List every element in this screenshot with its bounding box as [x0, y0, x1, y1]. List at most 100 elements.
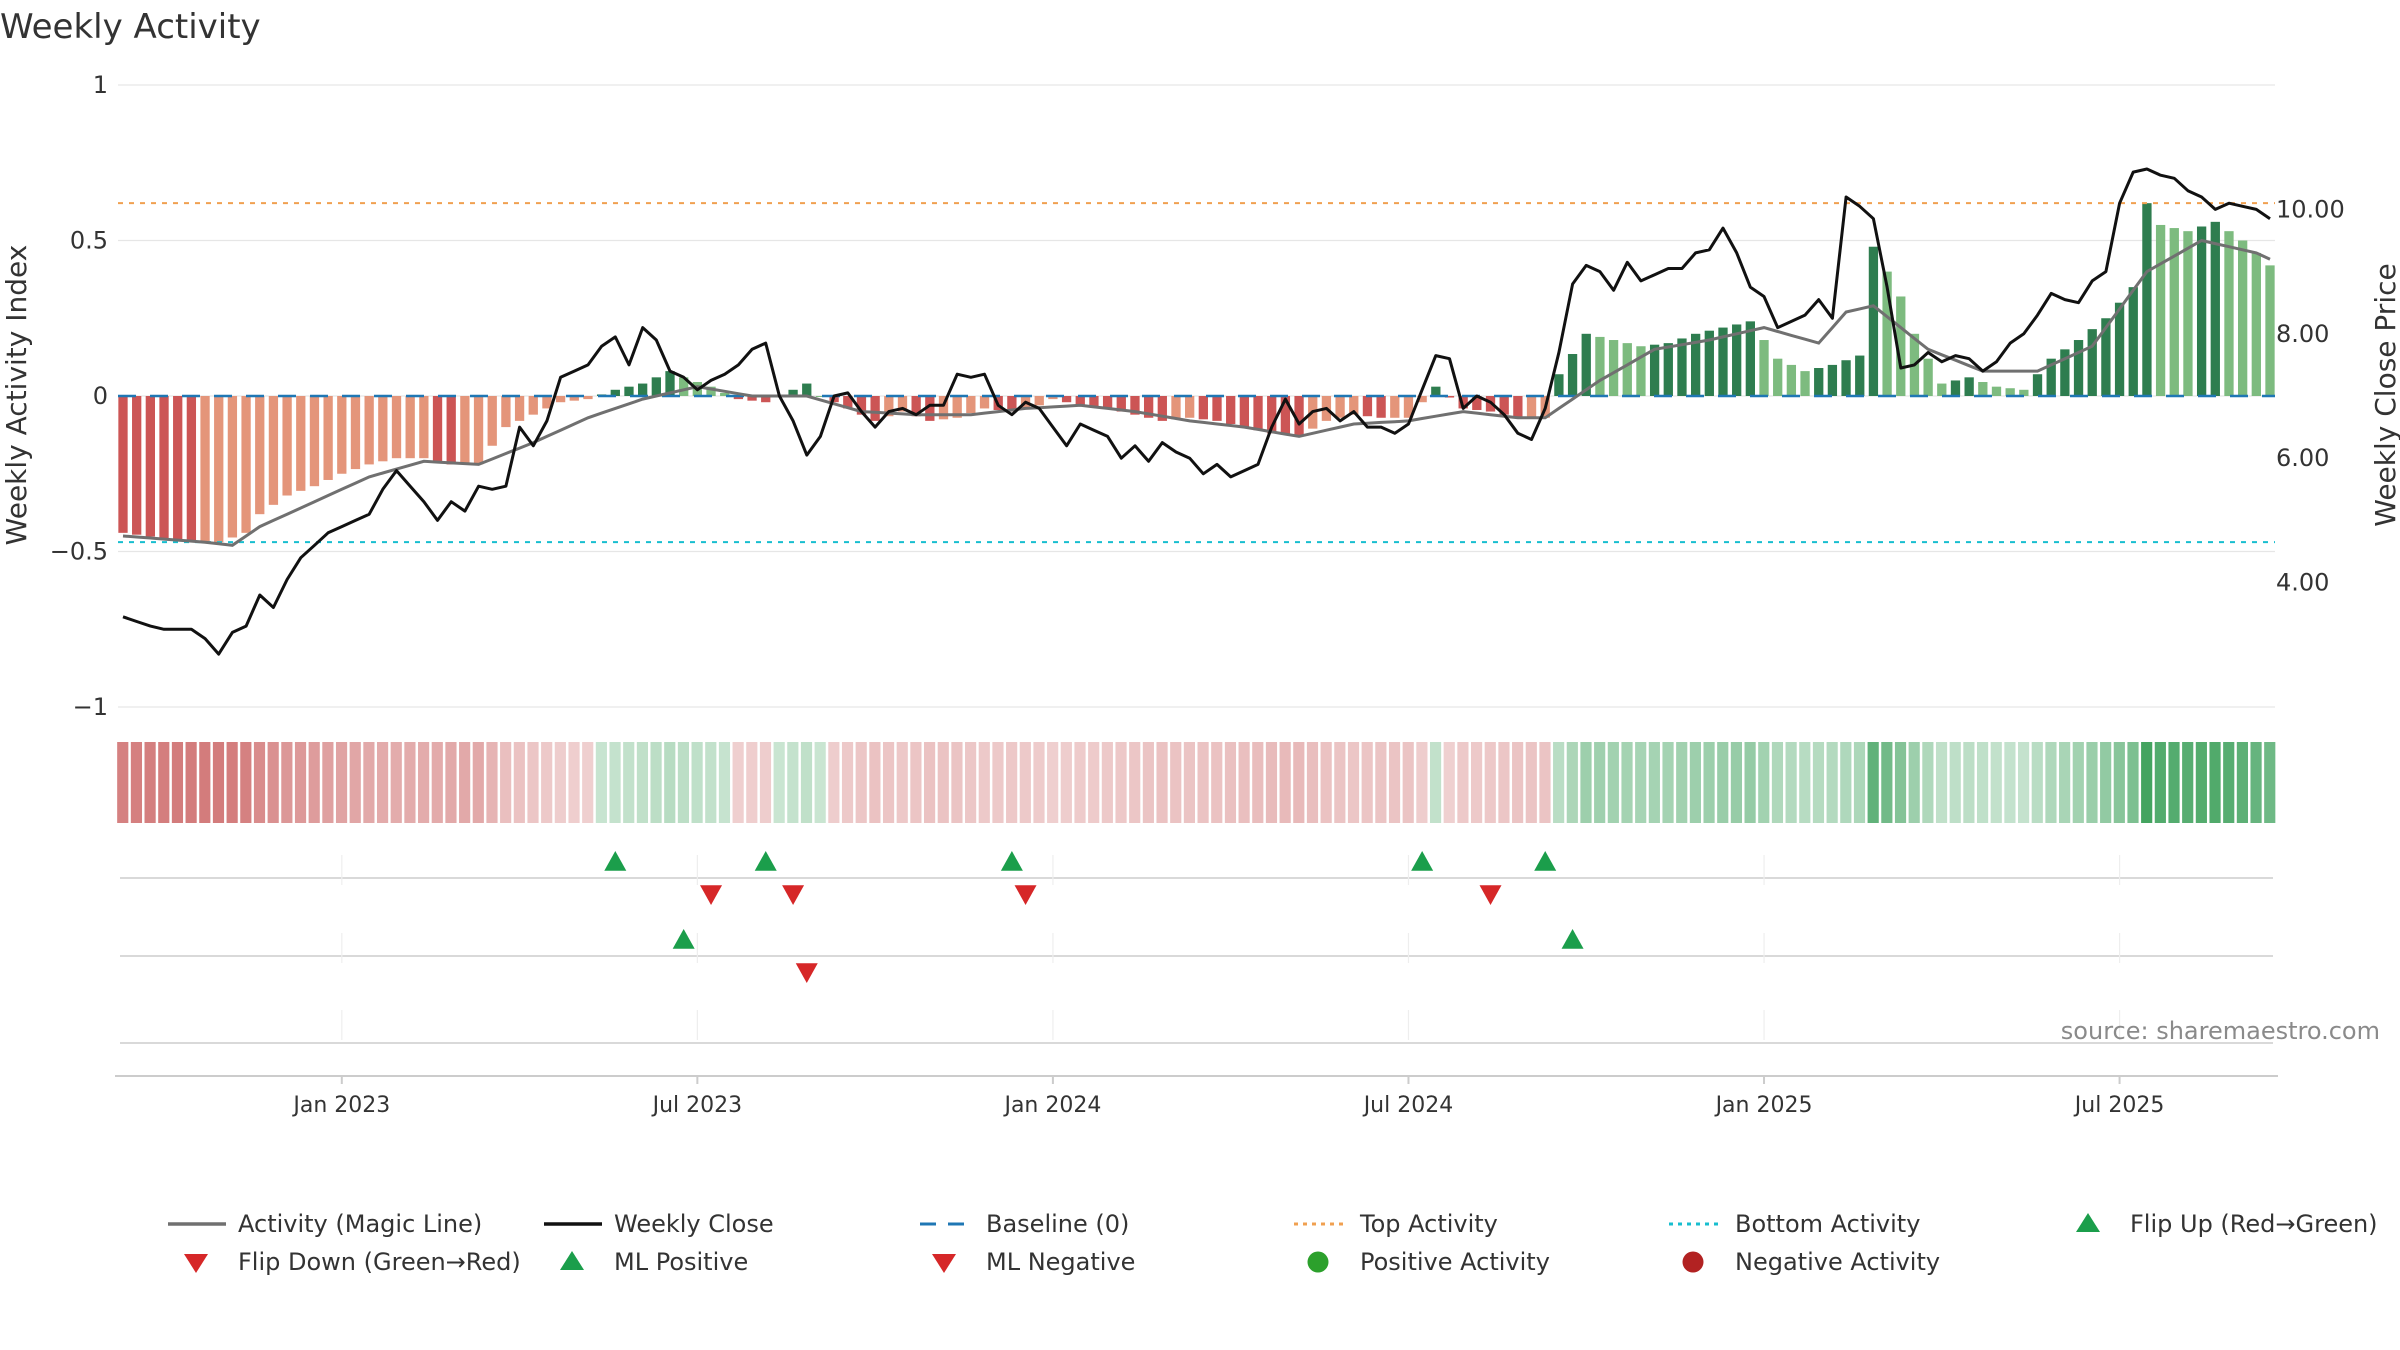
activity-bar — [1294, 396, 1304, 437]
legend-label: Negative Activity — [1735, 1248, 1940, 1276]
activity-bar — [1855, 355, 1865, 396]
activity-bar — [1130, 396, 1140, 415]
heat-cell — [2182, 742, 2194, 823]
heat-cell — [2141, 742, 2153, 823]
activity-bar — [870, 396, 880, 421]
activity-bar — [706, 386, 716, 396]
heat-cell — [1566, 742, 1578, 823]
activity-bar — [1526, 396, 1537, 418]
activity-bar — [1827, 364, 1838, 396]
activity-bar — [1034, 396, 1044, 406]
activity-bar — [460, 396, 470, 465]
heat-cell — [1840, 742, 1852, 823]
heat-cell — [1129, 742, 1141, 823]
activity-bar — [2101, 318, 2111, 396]
activity-bar — [2073, 340, 2084, 396]
activity-bar — [1786, 364, 1797, 396]
activity-bar — [1608, 340, 1619, 396]
heat-cell — [1894, 742, 1907, 823]
activity-bar — [1677, 338, 1687, 396]
legend-label: Positive Activity — [1360, 1248, 1550, 1276]
activity-bar — [1089, 396, 1099, 407]
activity-bar — [1964, 377, 1974, 396]
heat-cell — [513, 742, 525, 823]
heat-cell — [1429, 742, 1442, 823]
activity-bar — [2183, 231, 2193, 396]
activity-bar — [2046, 358, 2056, 396]
legend-swatch-triangle-up — [560, 1251, 584, 1270]
activity-bar — [1937, 383, 1947, 396]
heat-cell — [445, 742, 457, 823]
activity-bar — [1048, 396, 1058, 400]
chart-title: Weekly Activity — [0, 7, 261, 47]
y2-axis-label: Weekly Close Price — [2369, 263, 2400, 526]
heat-cell — [937, 742, 949, 823]
activity-bar — [1157, 396, 1167, 421]
activity-bar — [419, 396, 429, 459]
legend-swatch-triangle-down — [184, 1254, 208, 1273]
heat-cell — [882, 742, 895, 823]
activity-bar — [1417, 396, 1427, 403]
legend-item: ML Positive — [560, 1248, 748, 1276]
activity-bar — [446, 396, 456, 465]
activity-bar — [638, 383, 648, 396]
activity-bar — [282, 396, 292, 496]
heat-cell — [541, 742, 553, 823]
activity-bar — [1841, 360, 1851, 396]
heat-cell — [459, 742, 471, 823]
y-tick-label: −0.5 — [50, 538, 108, 566]
heat-cell — [1115, 742, 1127, 823]
x-axis-ticks: Jan 2023 Jul 2023 Jan 2024 Jul 2024 Jan 2025… — [115, 1075, 2278, 1118]
heat-cell — [910, 742, 922, 823]
heat-cell — [486, 742, 498, 823]
activity-bar — [1185, 396, 1195, 418]
heat-cell — [1457, 742, 1469, 823]
heat-cell — [732, 742, 744, 823]
heat-cell — [1443, 742, 1455, 823]
heat-cell — [431, 742, 443, 823]
activity-bar — [1143, 396, 1154, 418]
heat-cell — [2168, 742, 2180, 823]
activity-bar — [897, 396, 908, 412]
activity-bar — [528, 396, 538, 415]
activity-bar — [1704, 330, 1714, 396]
activity-bar — [925, 396, 935, 421]
activity-bar — [2060, 349, 2070, 396]
heat-cell — [2195, 742, 2207, 823]
heat-cell — [2209, 742, 2221, 823]
activity-bars — [118, 203, 2275, 543]
activity-bar — [1718, 327, 1728, 396]
legend-label: Flip Up (Red→Green) — [2130, 1210, 2378, 1238]
heat-cell — [185, 742, 197, 823]
heat-cell — [199, 742, 211, 823]
activity-bar — [2224, 231, 2234, 396]
activity-bar — [1253, 396, 1263, 431]
heat-cell — [2059, 742, 2071, 823]
heat-cell — [500, 742, 512, 823]
heat-cell — [800, 742, 813, 823]
activity-bar — [583, 396, 593, 400]
activity-bar — [2196, 226, 2207, 396]
activity-bar — [2265, 265, 2275, 396]
heat-cell — [1621, 742, 1633, 823]
heat-cell — [554, 742, 566, 823]
heat-cell — [1142, 742, 1154, 823]
heat-cell — [212, 742, 225, 823]
heat-cell — [595, 742, 607, 823]
heat-cell — [1416, 742, 1428, 823]
activity-bar — [1663, 343, 1673, 396]
heat-cell — [226, 742, 238, 823]
activity-bar — [1075, 396, 1085, 406]
activity-bar — [555, 396, 566, 403]
y2-tick-label: 10.00 — [2276, 195, 2345, 223]
heat-cell — [158, 742, 170, 823]
heat-cell — [2264, 742, 2276, 823]
heat-cell — [2072, 742, 2084, 823]
activity-bar — [1458, 396, 1468, 409]
activity-bar — [364, 396, 374, 465]
activity-bar — [1007, 396, 1017, 412]
activity-bar — [569, 396, 579, 401]
heat-cell — [1375, 742, 1387, 823]
activity-bar — [1198, 396, 1208, 420]
activity-bar — [186, 396, 197, 543]
